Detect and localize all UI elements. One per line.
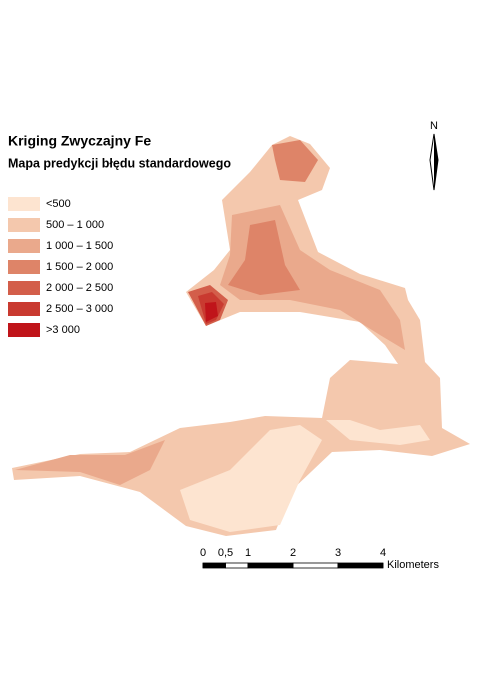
low-zone (180, 425, 322, 532)
legend-swatch (8, 218, 40, 232)
legend-swatch (8, 239, 40, 253)
legend-label: 1 500 – 2 000 (46, 261, 113, 273)
low-zone (326, 420, 430, 445)
legend-label: >3 000 (46, 324, 80, 336)
legend-swatch (8, 197, 40, 211)
north-arrow: N (429, 120, 439, 191)
legend-swatch (8, 281, 40, 295)
legend-swatch (8, 302, 40, 316)
map-title: Kriging Zwyczajny Fe (8, 133, 151, 149)
scale-tick-label: 2 (290, 547, 296, 559)
high-zone (272, 140, 318, 182)
legend-label: 500 – 1 000 (46, 219, 104, 231)
scale-segment (202, 562, 226, 569)
legend-swatch (8, 323, 40, 337)
high-zone (228, 220, 300, 295)
legend-label: <500 (46, 198, 71, 210)
legend-swatch (8, 260, 40, 274)
legend-label: 2 500 – 3 000 (46, 303, 113, 315)
scale-segment (337, 562, 384, 569)
scale-tick-label: 3 (335, 547, 341, 559)
scale-tick-label: 0 (200, 547, 206, 559)
mid-zone (15, 440, 165, 485)
map-layer (12, 136, 470, 536)
scale-tick-label: 4 (380, 547, 386, 559)
arrow-shape (434, 134, 438, 190)
scale-segment (225, 562, 249, 569)
scale-segment (247, 562, 294, 569)
legend-label: 1 000 – 1 500 (46, 240, 113, 252)
legend-label: 2 000 – 2 500 (46, 282, 113, 294)
scale-tick-label: 1 (245, 547, 251, 559)
legend: <500 500 – 1 000 1 000 – 1 500 1 500 – 2 00… (8, 197, 113, 337)
scale-unit: Kilometers (387, 559, 439, 571)
scale-tick-label: 0,5 (218, 547, 233, 559)
north-label: N (430, 120, 438, 132)
peak-zone (205, 302, 218, 322)
scale-segment (292, 562, 339, 569)
map-subtitle: Mapa predykcji błędu standardowego (8, 156, 231, 170)
